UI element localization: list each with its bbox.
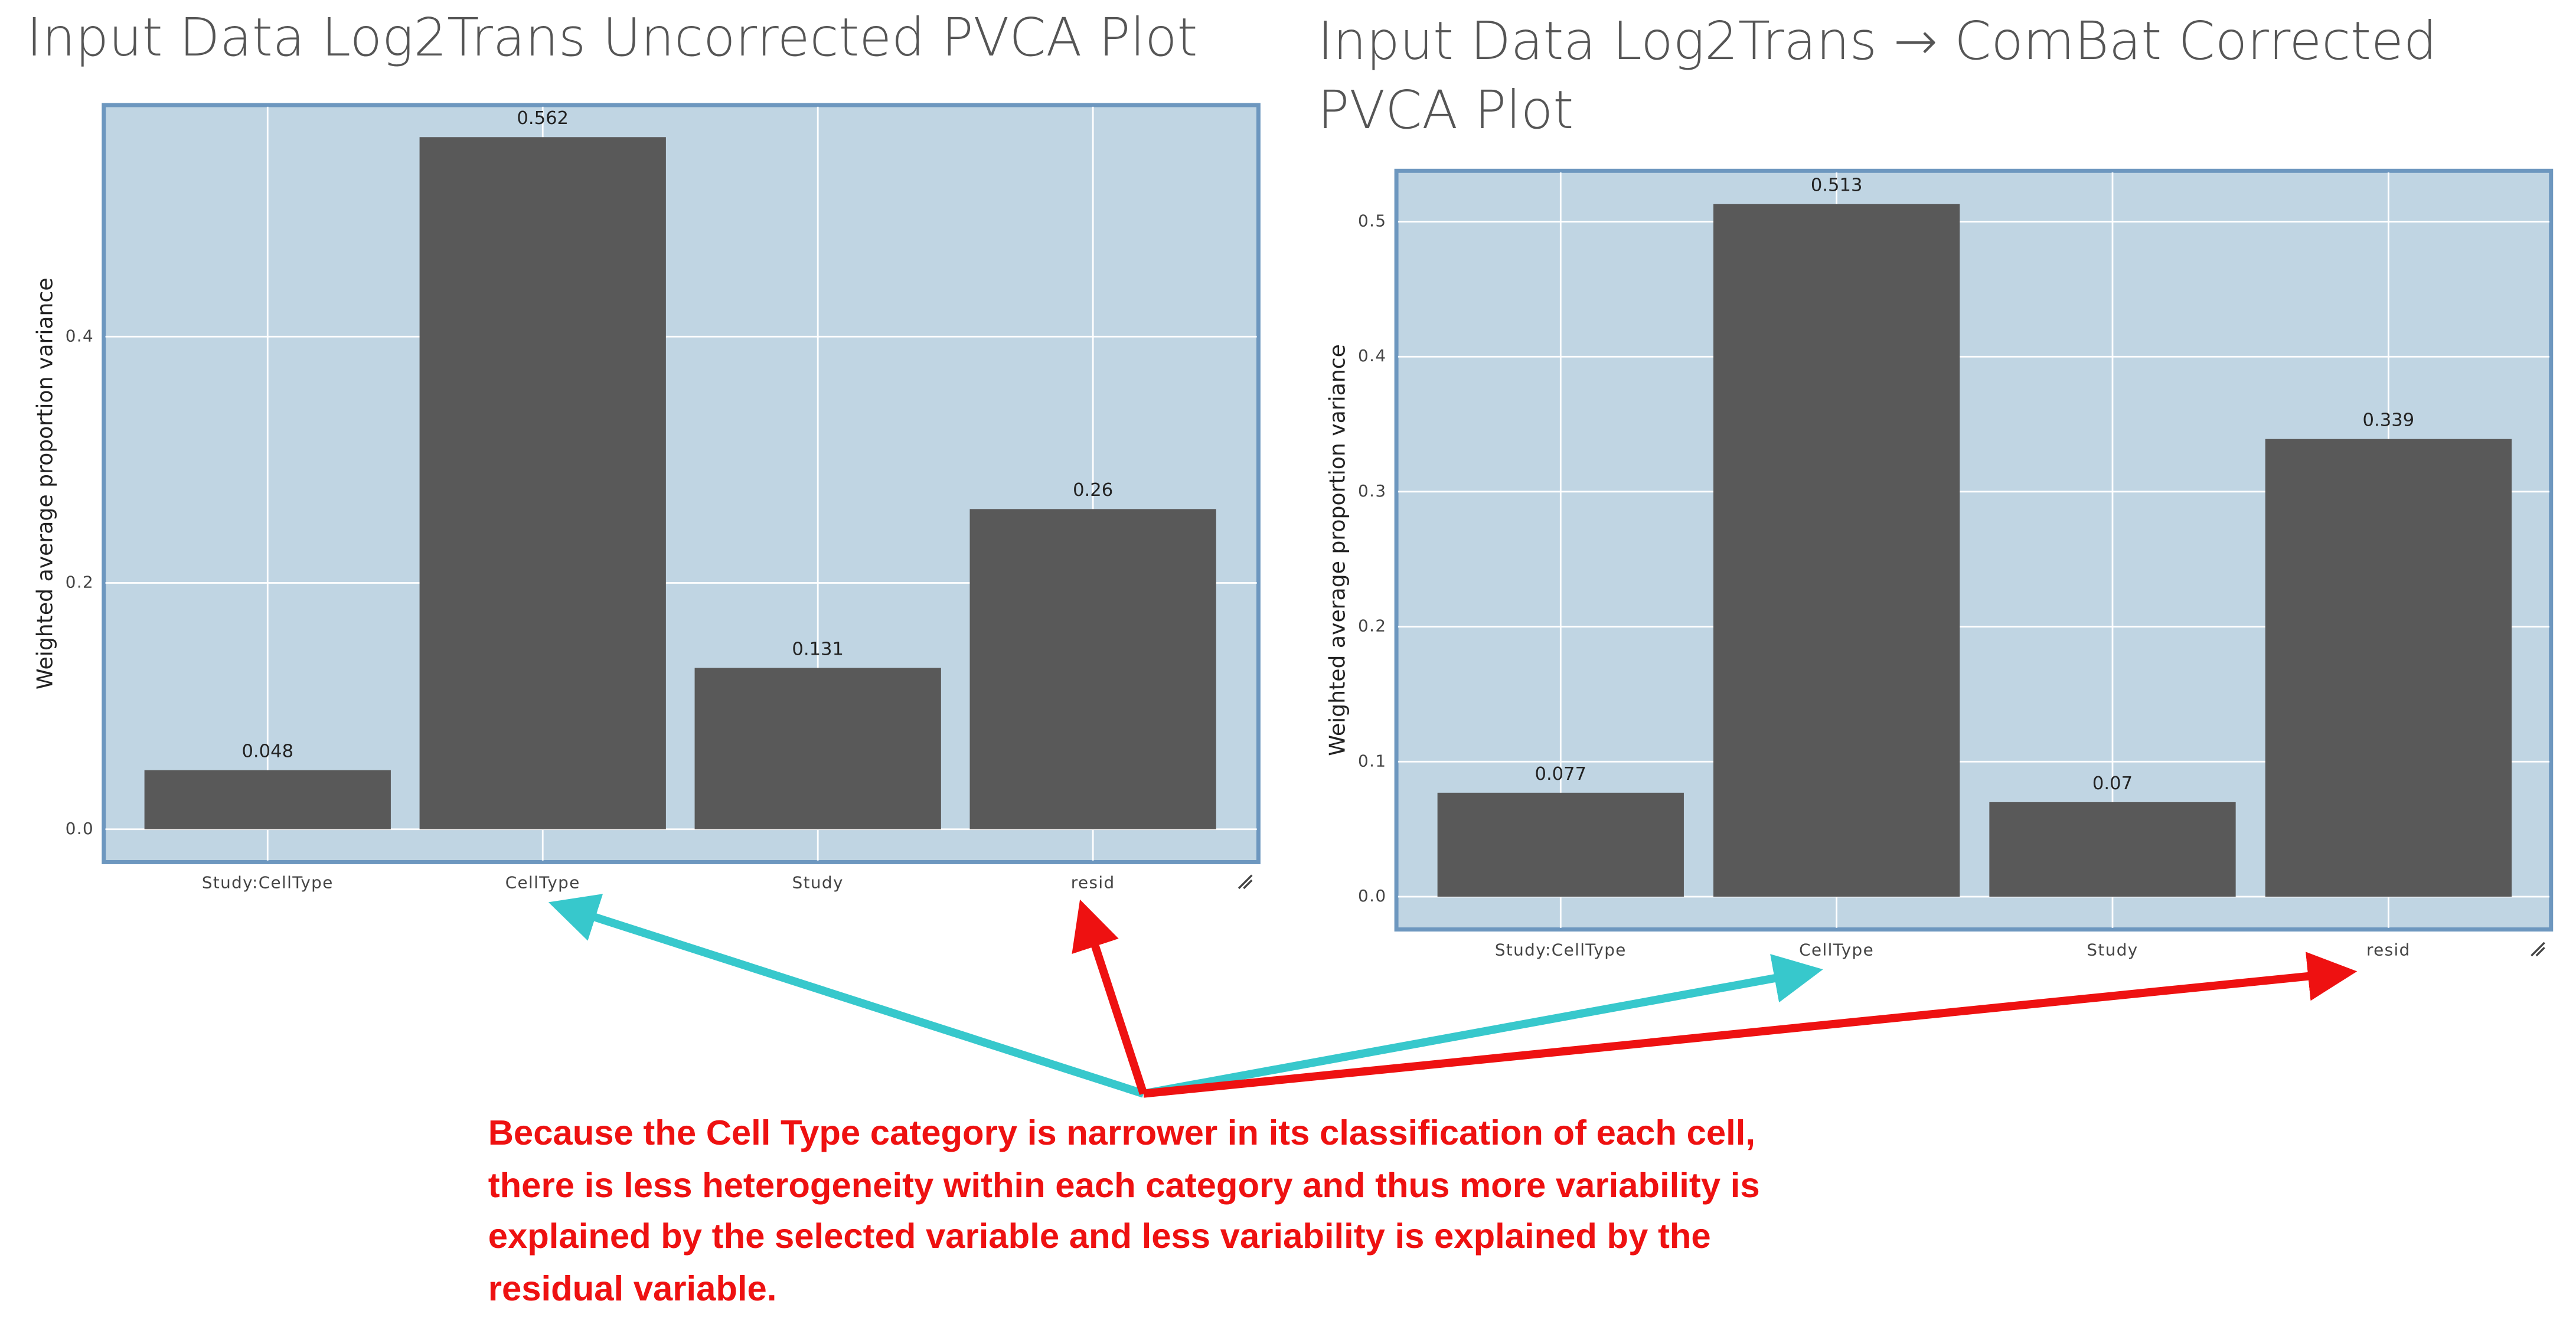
- value-label: 0.07: [2092, 773, 2133, 794]
- bar: [969, 509, 1216, 829]
- y-tick-label: 0.3: [1358, 481, 1386, 501]
- value-label: 0.562: [517, 108, 569, 129]
- x-tick-label: resid: [2366, 940, 2411, 960]
- chart-title: Input Data Log2Trans Uncorrected PVCA Pl…: [27, 6, 1197, 68]
- chart-title: Input Data Log2Trans → ComBat Corrected …: [1317, 9, 2437, 142]
- x-tick-label: Study:CellType: [1495, 940, 1627, 960]
- x-tick-label: resid: [1071, 873, 1115, 893]
- bar: [144, 770, 391, 829]
- chart: 0.0 0.1 0.2 0.3 0.4 0.5 0.077 Study:CellType 0.5…: [1325, 168, 2554, 960]
- bar: [1989, 802, 2236, 897]
- chart-title-box: Input Data Log2Trans → ComBat Corrected …: [1317, 9, 2437, 142]
- y-tick-label: 0.4: [1358, 346, 1386, 365]
- y-axis-label: Weighted average proportion variance: [1325, 344, 1350, 756]
- bar: [694, 668, 941, 829]
- y-tick-label: 0.4: [66, 326, 94, 345]
- resize-handle: [1238, 874, 1253, 890]
- x-tick-label: CellType: [505, 873, 580, 893]
- bar: [1437, 792, 1684, 897]
- x-tick-label: CellType: [1799, 940, 1874, 960]
- x-tick-label: Study:CellType: [202, 873, 334, 893]
- x-tick-label: Study: [792, 873, 844, 893]
- bar: [1713, 204, 1960, 897]
- bar: [419, 137, 666, 829]
- x-tick-label: Study: [2087, 940, 2138, 960]
- value-label: 0.339: [2363, 410, 2415, 431]
- annotation-arrows: [548, 894, 2358, 1098]
- y-tick-label: 0.2: [1358, 616, 1386, 636]
- y-axis-label: Weighted average proportion variance: [32, 277, 57, 689]
- value-label: 0.077: [1535, 764, 1586, 785]
- arrow: [1072, 899, 1148, 1095]
- value-label: 0.048: [241, 741, 293, 762]
- arrow: [548, 894, 1145, 1098]
- arrow: [1142, 952, 2358, 1098]
- value-label: 0.26: [1073, 480, 1113, 501]
- arrow: [1142, 954, 1823, 1098]
- y-tick-label: 0.0: [1358, 886, 1386, 906]
- bar: [2265, 439, 2512, 897]
- chart: 0.0 0.2 0.4 0.048 Study:CellType 0.562 CellTyp…: [32, 103, 1261, 893]
- y-tick-label: 0.0: [66, 819, 94, 838]
- value-label: 0.131: [792, 639, 844, 659]
- annotation-box: Because the Cell Type category is narrow…: [488, 1113, 1760, 1308]
- y-tick-label: 0.2: [66, 573, 94, 592]
- resize-handle: [2531, 942, 2545, 957]
- y-tick-label: 0.5: [1358, 211, 1386, 231]
- annotation: Because the Cell Type category is narrow…: [488, 1113, 1760, 1308]
- value-label: 0.513: [1811, 175, 1863, 196]
- y-tick-label: 0.1: [1358, 751, 1386, 770]
